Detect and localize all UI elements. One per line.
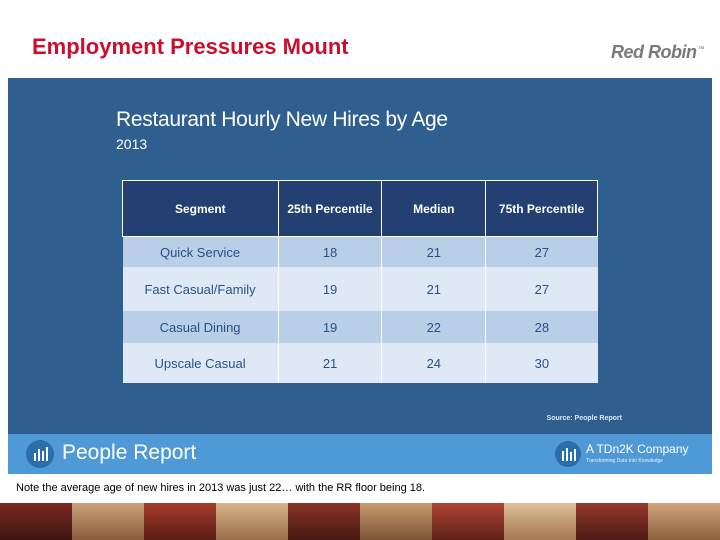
- p75-cell: 28: [485, 311, 598, 343]
- red-robin-logo: Red Robin™: [611, 42, 704, 63]
- people-report-band: People Report A TDn2K Company Transformi…: [8, 434, 712, 474]
- segment-cell: Quick Service: [122, 236, 279, 267]
- panel-title: Restaurant Hourly New Hires by Age: [116, 108, 448, 131]
- people-report-logo-icon: [26, 440, 54, 468]
- table-row: Fast Casual/Family 19 21 27: [122, 267, 598, 311]
- restaurant-photo-strip: [0, 503, 720, 540]
- median-cell: 21: [381, 267, 487, 311]
- report-panel: Restaurant Hourly New Hires by Age 2013 …: [8, 78, 712, 434]
- header-segment: Segment: [122, 180, 279, 237]
- segment-cell: Casual Dining: [122, 311, 279, 343]
- source-note: Source: People Report: [546, 415, 622, 422]
- table-row: Quick Service 18 21 27: [122, 236, 598, 267]
- p75-cell: 30: [485, 343, 598, 383]
- p25-cell: 19: [278, 267, 383, 311]
- people-report-brand: People Report: [62, 441, 197, 464]
- tdn2k-tagline: Transforming Data Into Knowledge: [586, 458, 664, 464]
- p25-cell: 21: [278, 343, 383, 383]
- table-row: Upscale Casual 21 24 30: [122, 343, 598, 383]
- p25-cell: 18: [278, 236, 383, 267]
- panel-year: 2013: [116, 136, 148, 152]
- logo-trademark: ™: [697, 46, 705, 53]
- slide-note: Note the average age of new hires in 201…: [16, 482, 426, 494]
- table-header-row: Segment 25th Percentile Median 75th Perc…: [122, 180, 598, 237]
- segment-cell: Upscale Casual: [122, 343, 279, 383]
- p75-cell: 27: [485, 236, 598, 267]
- header-median: Median: [381, 180, 487, 237]
- table-row: Casual Dining 19 22 28: [122, 311, 598, 343]
- slide-title: Employment Pressures Mount: [32, 34, 349, 59]
- median-cell: 21: [381, 236, 487, 267]
- median-cell: 22: [381, 311, 487, 343]
- segment-cell: Fast Casual/Family: [122, 267, 279, 311]
- logo-text: Red Robin: [611, 42, 697, 62]
- p75-cell: 27: [485, 267, 598, 311]
- median-cell: 24: [381, 343, 487, 383]
- hires-by-age-table: Segment 25th Percentile Median 75th Perc…: [122, 180, 598, 383]
- header-75th-percentile: 75th Percentile: [485, 180, 598, 237]
- tdn2k-logo-icon: [555, 441, 581, 467]
- header-25th-percentile: 25th Percentile: [277, 180, 383, 237]
- tdn2k-company: A TDn2K Company: [586, 442, 689, 456]
- p25-cell: 19: [278, 311, 383, 343]
